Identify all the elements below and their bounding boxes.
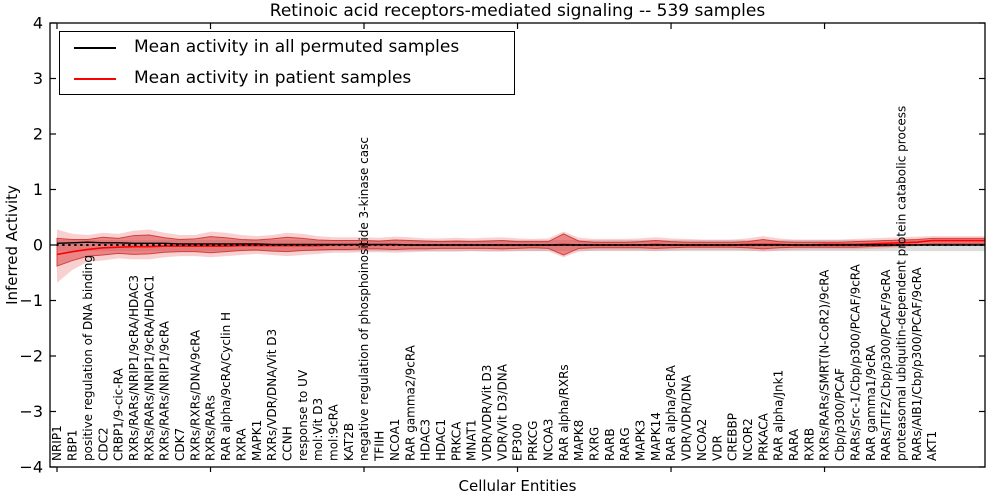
x-tick-label: RAR gamma2/9cRA bbox=[403, 344, 417, 461]
x-tick-label: RXRs/RXRs/DNA/9cRA bbox=[188, 329, 202, 461]
x-tick-label: RBP1 bbox=[66, 430, 80, 461]
x-tick-label: CDK7 bbox=[173, 428, 187, 461]
x-tick-label: RXRs/RARs/SMRT(N-CoR2)/9cRA bbox=[818, 269, 832, 461]
x-tick-label: VDR bbox=[710, 435, 724, 461]
x-tick-label: mol:Vit D3 bbox=[311, 398, 325, 461]
x-tick-label: RXRs/VDR/DNA/Vit D3 bbox=[265, 329, 279, 461]
x-tick-label: VDR/VDR/Vit D3 bbox=[480, 365, 494, 461]
x-tick-label: mol:9cRA bbox=[327, 404, 341, 461]
y-tick-label: 3 bbox=[33, 69, 43, 88]
x-tick-label: RXRB bbox=[802, 428, 816, 461]
x-tick-label: VDR/VDR/DNA bbox=[680, 374, 694, 461]
x-tick-label: NRIP1 bbox=[50, 425, 64, 461]
x-tick-label: CRBP1/9-cic-RA bbox=[112, 367, 126, 461]
x-tick-label: RARB bbox=[603, 428, 617, 461]
y-tick-label: −1 bbox=[19, 291, 43, 310]
x-tick-label: MAPK14 bbox=[649, 412, 663, 461]
patient-band-outer bbox=[57, 229, 985, 283]
x-tick-label: RAR alpha/9cRA/Cyclin H bbox=[219, 312, 233, 461]
x-tick-label: RAR alpha/9cRA bbox=[664, 364, 678, 461]
legend-line-permuted bbox=[74, 46, 116, 49]
x-tick-label: NCOA1 bbox=[388, 419, 402, 461]
x-tick-label: PRKCG bbox=[526, 421, 540, 461]
y-tick-label: 0 bbox=[33, 236, 43, 255]
legend-item-patient: Mean activity in patient samples bbox=[60, 70, 514, 87]
x-tick-label: proteasomal ubiquitin-dependent protein … bbox=[894, 106, 908, 461]
x-tick-label: negative regulation of phosphoinositide … bbox=[357, 137, 371, 461]
legend-label-patient: Mean activity in patient samples bbox=[134, 68, 412, 88]
x-tick-label: HDAC3 bbox=[419, 419, 433, 461]
x-tick-label: EP300 bbox=[511, 423, 525, 461]
x-tick-label: MAPK3 bbox=[634, 420, 648, 461]
x-tick-label: PRKACA bbox=[756, 412, 770, 461]
x-tick-label: positive regulation of DNA binding bbox=[81, 255, 95, 461]
legend-item-permuted: Mean activity in all permuted samples bbox=[60, 39, 514, 56]
x-tick-label: RARs/AIB1/Cbp/p300/PCAF/9cRA bbox=[910, 267, 924, 461]
x-tick-label: RAR gamma1/9cRA bbox=[864, 344, 878, 461]
x-tick-label: NCOR2 bbox=[741, 418, 755, 461]
y-axis-label: Inferred Activity bbox=[3, 185, 21, 305]
x-tick-label: RXRs/RARs/NRIP1/9cRA/HDAC3 bbox=[127, 275, 141, 461]
y-tick-label: −3 bbox=[19, 402, 43, 421]
x-tick-label: CREBBP bbox=[726, 413, 740, 461]
x-tick-label: AKT1 bbox=[925, 431, 939, 461]
x-tick-label: HDAC1 bbox=[434, 419, 448, 461]
x-tick-label: Cbp/p300/PCAF bbox=[833, 368, 847, 461]
x-tick-label: RXRG bbox=[587, 427, 601, 461]
x-tick-label: TFIIH bbox=[373, 431, 387, 462]
x-tick-label: CDC2 bbox=[96, 427, 110, 461]
x-tick-label: RAR alpha/RXRs bbox=[557, 364, 571, 461]
y-tick-label: −4 bbox=[19, 458, 43, 477]
x-tick-label: RAR alpha/Jnk1 bbox=[772, 370, 786, 461]
x-tick-label: MNAT1 bbox=[465, 419, 479, 461]
x-tick-label: NCOA3 bbox=[541, 419, 555, 461]
legend-line-patient bbox=[74, 77, 116, 80]
y-tick-label: 4 bbox=[33, 14, 43, 33]
x-tick-label: MAPK1 bbox=[250, 420, 264, 461]
x-tick-label: response to UV bbox=[296, 369, 310, 461]
legend-label-permuted: Mean activity in all permuted samples bbox=[134, 37, 460, 57]
x-tick-label: RXRs/RARs/NRIP1/9cRA bbox=[158, 320, 172, 461]
x-tick-label: RARs/Src-1/Cbp/p300/PCAF/9cRA bbox=[848, 263, 862, 461]
x-tick-label: KAT2B bbox=[342, 423, 356, 461]
x-tick-label: RXRA bbox=[234, 428, 248, 461]
legend-box: Mean activity in all permuted samples Me… bbox=[59, 31, 515, 95]
x-tick-label: CCNH bbox=[280, 426, 294, 461]
x-tick-label: VDR/Vit D3/DNA bbox=[495, 363, 509, 461]
x-tick-label: RARG bbox=[618, 427, 632, 461]
y-tick-label: −2 bbox=[19, 347, 43, 366]
x-tick-label: RXRs/RARs bbox=[204, 395, 218, 461]
x-tick-label: RARs/TIF2/Cbp/p300/PCAF/9cRA bbox=[879, 269, 893, 461]
chart-title: Retinoic acid receptors-mediated signali… bbox=[269, 1, 766, 21]
x-axis-label: Cellular Entities bbox=[458, 477, 577, 495]
x-tick-label: PRKCA bbox=[449, 421, 463, 461]
x-tick-label: NCOA2 bbox=[695, 419, 709, 461]
y-tick-label: 1 bbox=[33, 180, 43, 199]
x-tick-label: RARA bbox=[787, 428, 801, 461]
x-tick-label: MAPK8 bbox=[572, 420, 586, 461]
x-tick-label: RXRs/RARs/NRIP1/9cRA/HDAC1 bbox=[142, 275, 156, 461]
y-tick-label: 2 bbox=[33, 125, 43, 144]
